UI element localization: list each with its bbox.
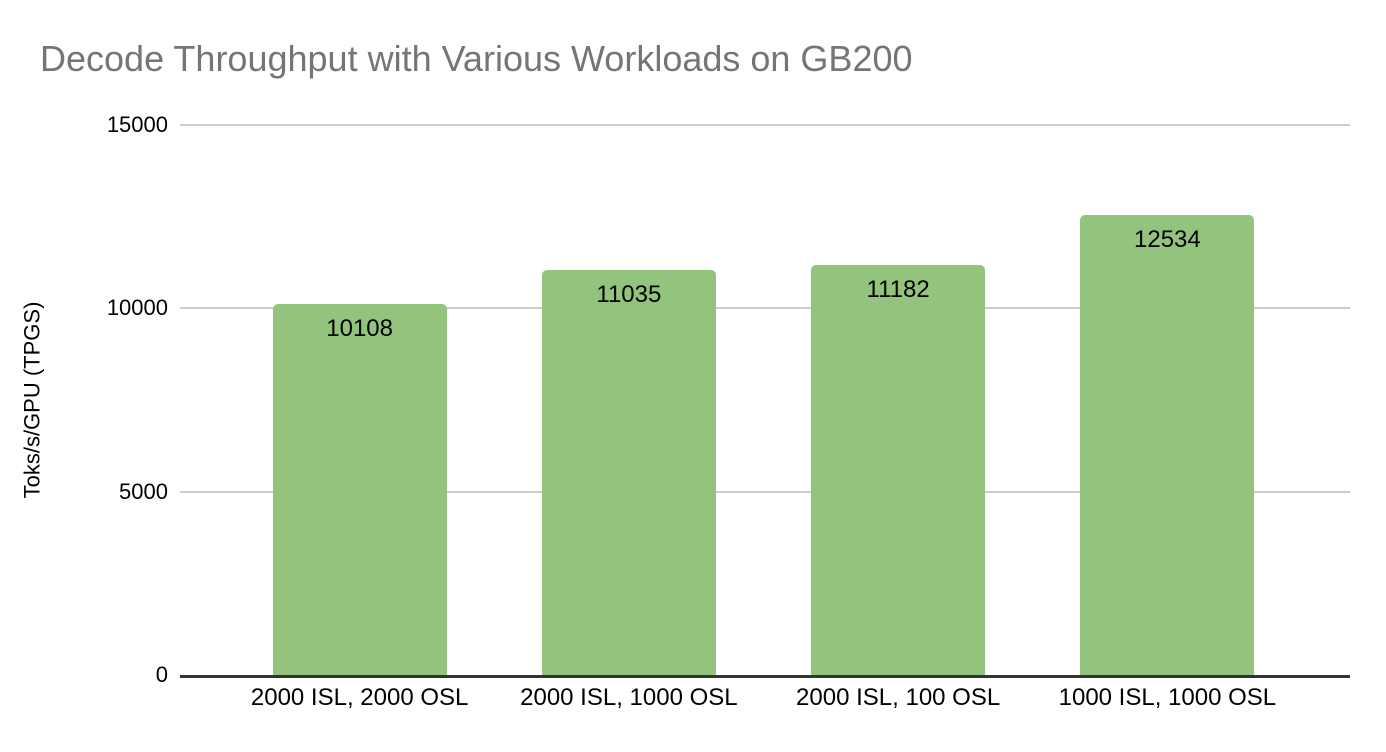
y-axis-title: Toks/s/GPU (TPGS) — [8, 125, 56, 675]
bar-value-label: 11035 — [596, 281, 662, 309]
plot-area: 10108 11035 11182 12534 — [180, 124, 1350, 678]
gridline — [180, 307, 1350, 310]
x-axis-tick-label: 2000 ISL, 2000 OSL — [250, 684, 469, 711]
bar-value-label: 10108 — [326, 315, 393, 343]
gridline — [180, 124, 1350, 126]
bar-slot: 11182 — [764, 125, 1033, 675]
y-axis-tick-label: 10000 — [106, 295, 168, 321]
bar: 10108 — [272, 304, 447, 675]
x-axis-tick-labels: 2000 ISL, 2000 OSL 2000 ISL, 1000 OSL 2000… — [225, 684, 1302, 712]
bar-slot: 10108 — [225, 125, 494, 675]
bar-value-label: 12534 — [1134, 226, 1201, 254]
y-axis-title-text: Toks/s/GPU (TPGS) — [19, 301, 45, 499]
gridline — [180, 490, 1350, 493]
y-axis-tick-label: 15000 — [106, 112, 168, 137]
y-axis-tick-label: 5000 — [119, 478, 168, 504]
x-axis-tick-label: 2000 ISL, 100 OSL — [796, 684, 1001, 711]
bar: 11182 — [811, 265, 986, 675]
y-axis-tick-label: 0 — [155, 662, 168, 687]
x-axis-tick-label: 1000 ISL, 1000 OSL — [1058, 684, 1277, 711]
bar-value-label: 11182 — [866, 276, 930, 303]
bar-slot: 11035 — [494, 125, 763, 675]
bar-series: 10108 11035 11182 12534 — [225, 125, 1302, 675]
x-axis-tick-label: 2000 ISL, 1000 OSL — [520, 684, 738, 711]
bar: 11035 — [541, 270, 716, 675]
chart-title: Decode Throughput with Various Workloads… — [40, 38, 913, 79]
bar: 12534 — [1080, 215, 1255, 675]
bar-slot: 12534 — [1033, 125, 1302, 675]
